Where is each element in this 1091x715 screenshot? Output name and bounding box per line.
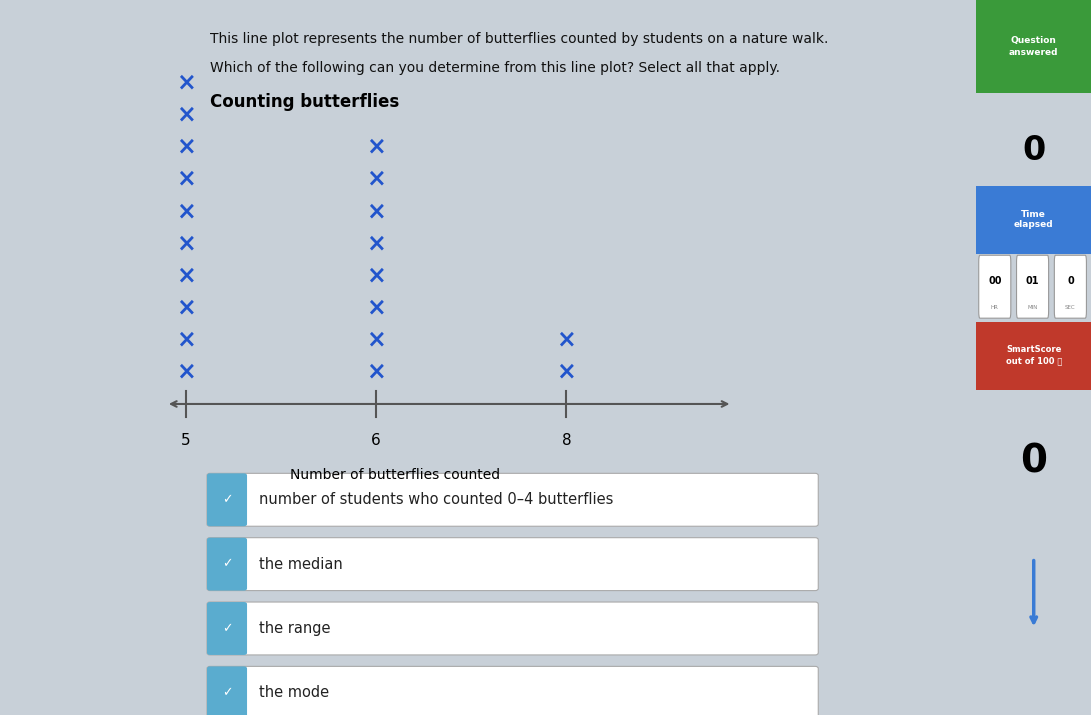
Text: ×: × [367,199,386,223]
FancyBboxPatch shape [976,186,1091,254]
Text: ×: × [176,167,195,191]
Text: ×: × [176,231,195,255]
FancyBboxPatch shape [207,666,818,715]
FancyBboxPatch shape [207,473,247,526]
Text: the median: the median [259,557,343,571]
Text: the mode: the mode [259,686,328,700]
Text: SmartScore
out of 100 ⓘ: SmartScore out of 100 ⓘ [1006,345,1062,365]
Text: ✓: ✓ [221,686,232,699]
FancyBboxPatch shape [207,538,818,591]
Text: ×: × [176,199,195,223]
Text: 0: 0 [1067,276,1074,286]
Text: 0: 0 [1022,134,1045,167]
FancyBboxPatch shape [979,255,1011,318]
Text: number of students who counted 0–4 butterflies: number of students who counted 0–4 butte… [259,493,613,507]
FancyBboxPatch shape [207,602,818,655]
Text: ×: × [367,134,386,159]
Text: 8: 8 [562,433,572,448]
Text: ×: × [367,167,386,191]
Text: ×: × [176,360,195,384]
Text: ✓: ✓ [221,493,232,506]
FancyBboxPatch shape [207,538,247,591]
Text: ×: × [176,295,195,320]
Text: ×: × [556,327,576,352]
Text: 01: 01 [1026,276,1040,286]
Text: ×: × [176,327,195,352]
FancyBboxPatch shape [976,322,1091,390]
Text: ×: × [367,327,386,352]
Text: ×: × [176,70,195,94]
Text: ×: × [367,231,386,255]
FancyBboxPatch shape [1054,255,1087,318]
Text: ×: × [556,360,576,384]
FancyBboxPatch shape [207,602,247,655]
Text: 0: 0 [1020,442,1047,480]
FancyBboxPatch shape [207,666,247,715]
Text: This line plot represents the number of butterflies counted by students on a nat: This line plot represents the number of … [209,32,828,46]
Text: HR: HR [991,305,998,310]
Text: SEC: SEC [1065,305,1076,310]
Text: ✓: ✓ [221,622,232,635]
Text: ×: × [176,102,195,127]
Text: ×: × [176,134,195,159]
Text: the range: the range [259,621,331,636]
Text: 5: 5 [181,433,190,448]
Text: ×: × [367,263,386,287]
Text: MIN: MIN [1028,305,1038,310]
Text: Question
answered: Question answered [1009,36,1058,56]
FancyBboxPatch shape [207,473,818,526]
Text: ×: × [367,295,386,320]
Text: 00: 00 [988,276,1002,286]
Text: ×: × [176,263,195,287]
Text: Time
elapsed: Time elapsed [1014,209,1054,230]
Text: Counting butterflies: Counting butterflies [209,93,399,111]
Text: 6: 6 [371,433,381,448]
Text: Number of butterflies counted: Number of butterflies counted [290,468,501,483]
Text: ✓: ✓ [221,558,232,571]
FancyBboxPatch shape [1017,255,1048,318]
FancyBboxPatch shape [976,0,1091,93]
Text: ×: × [367,360,386,384]
Text: Which of the following can you determine from this line plot? Select all that ap: Which of the following can you determine… [209,61,780,75]
